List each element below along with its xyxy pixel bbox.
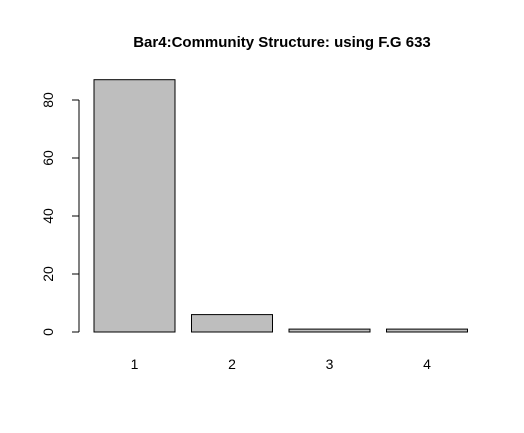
y-tick-label-80: 80 — [40, 92, 56, 108]
bar-2 — [191, 314, 273, 333]
bar-1 — [93, 79, 176, 333]
x-tick-label-1: 1 — [131, 356, 139, 372]
x-tick-label-4: 4 — [423, 356, 431, 372]
bar-3 — [288, 328, 371, 333]
x-tick-label-2: 2 — [228, 356, 236, 372]
chart-title: Bar4:Community Structure: using F.G 633 — [133, 34, 431, 51]
bars-group — [93, 79, 468, 333]
y-tick-label-40: 40 — [40, 208, 56, 224]
y-tick-label-60: 60 — [40, 150, 56, 166]
x-tick-label-3: 3 — [326, 356, 334, 372]
y-axis: 0 20 40 60 80 — [40, 92, 80, 336]
x-tick-labels: 1 2 3 4 — [131, 356, 432, 372]
bar-4 — [386, 328, 468, 333]
y-tick-label-20: 20 — [40, 266, 56, 282]
y-tick-label-0: 0 — [40, 328, 56, 336]
